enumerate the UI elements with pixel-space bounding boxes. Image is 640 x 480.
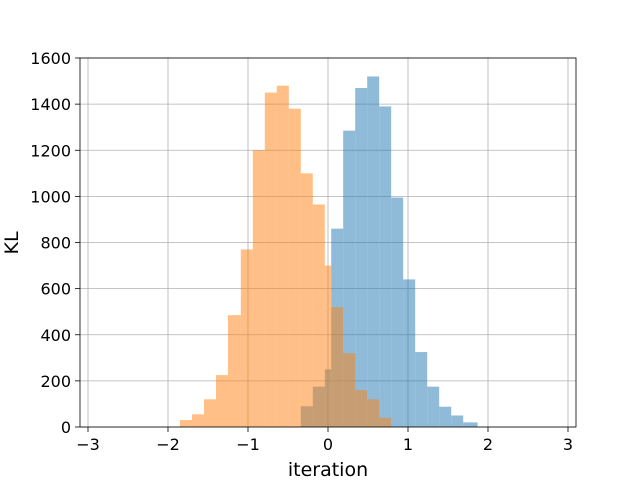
histogram-bar-series-1 <box>391 197 404 427</box>
histogram-bar-series-2 <box>240 249 253 427</box>
x-tick-label: −1 <box>236 435 260 454</box>
grid-lines <box>80 57 576 428</box>
histogram-bar-series-2 <box>367 399 380 427</box>
histogram-bar-series-1 <box>343 130 356 427</box>
histogram-bar-series-2 <box>216 375 228 427</box>
histogram-bar-series-2 <box>300 173 313 427</box>
y-tick-label: 600 <box>40 280 71 299</box>
y-tick-label: 0 <box>61 418 71 437</box>
x-tick-label: 1 <box>403 435 413 454</box>
histogram-bar-series-2 <box>355 390 368 427</box>
histogram-bar-series-2 <box>343 353 356 427</box>
histogram-bar-series-1 <box>367 76 380 427</box>
histogram-bar-series-2 <box>379 417 392 427</box>
axes <box>75 57 577 432</box>
histogram-bar-series-2 <box>331 307 344 427</box>
histogram-bars <box>180 76 478 428</box>
y-tick-label: 800 <box>40 234 71 253</box>
histogram-bar-series-1 <box>451 415 464 427</box>
histogram-bar-series-1 <box>355 87 368 427</box>
histogram-bar-series-2 <box>324 265 332 427</box>
histogram-bar-series-1 <box>415 352 428 427</box>
x-tick-label: −3 <box>76 435 100 454</box>
x-tick-label: 3 <box>563 435 573 454</box>
histogram-bar-series-2 <box>192 414 204 427</box>
histogram-bar-series-2 <box>288 108 301 428</box>
histogram-bar-series-1 <box>427 386 440 427</box>
x-tick-label: −2 <box>156 435 180 454</box>
y-tick-label: 1600 <box>30 49 71 68</box>
histogram-bar-series-2 <box>264 92 277 427</box>
histogram-bar-series-2 <box>228 315 241 427</box>
histogram-bar-series-2 <box>312 204 325 427</box>
x-axis-label: iteration <box>288 459 368 480</box>
y-tick-label: 1200 <box>30 141 71 160</box>
x-tick-label: 0 <box>323 435 333 454</box>
histogram-bar-series-1 <box>379 106 392 428</box>
y-tick-label: 200 <box>40 372 71 391</box>
y-tick-label: 400 <box>40 326 71 345</box>
histogram-bar-series-2 <box>252 150 265 427</box>
histogram-bar-series-2 <box>276 85 289 428</box>
x-tick-label: 2 <box>483 435 493 454</box>
y-tick-label: 1000 <box>30 187 71 206</box>
histogram-bar-series-1 <box>439 406 452 427</box>
histogram-bar-series-1 <box>403 279 416 427</box>
histogram-bar-series-2 <box>204 399 216 427</box>
histogram-bar-series-2 <box>180 420 192 427</box>
tick-labels: −3 −2 −1 0 1 2 3 0 200 400 600 800 1000 1200 1400 1600 <box>30 49 573 454</box>
histogram-bar-series-1 <box>463 422 478 427</box>
y-tick-label: 1400 <box>30 95 71 114</box>
y-axis-label: KL <box>1 231 23 254</box>
